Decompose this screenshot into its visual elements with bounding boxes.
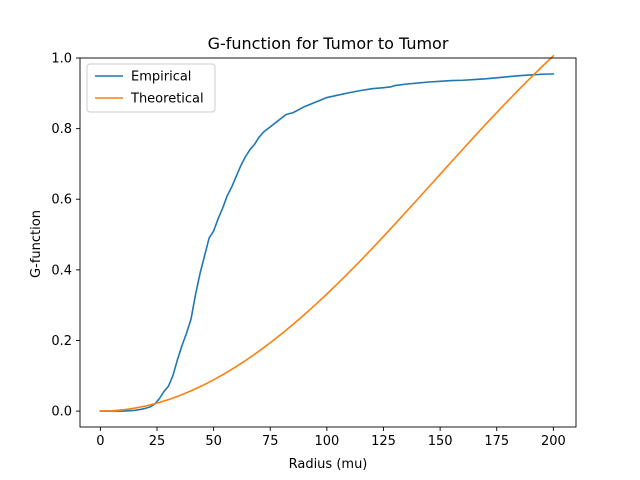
legend-label-empirical: Empirical <box>131 70 191 85</box>
legend-label-theoretical: Theoretical <box>130 92 204 107</box>
x-tick-label: 50 <box>205 434 222 449</box>
x-tick-label: 175 <box>484 434 509 449</box>
x-tick-label: 200 <box>541 434 566 449</box>
series-line-theoretical <box>99 54 555 412</box>
plot-area: 0 25 50 75 100 125 150 175 200 0.0 0.2 0.4 0.6 0.8 1.0 <box>51 52 577 449</box>
axes-frame <box>79 57 577 428</box>
y-tick-label: 0.8 <box>51 122 72 137</box>
x-tick-label: 25 <box>149 434 166 449</box>
y-axis-label: G-function <box>29 210 44 278</box>
chart-title: G-function for Tumor to Tumor <box>208 34 449 53</box>
y-tick-label: 0.2 <box>51 334 72 349</box>
y-tick-label: 1.0 <box>51 52 72 67</box>
series-line-empirical <box>99 73 555 412</box>
x-axis-label: Radius (mu) <box>289 457 368 472</box>
y-tick-label: 0.6 <box>51 193 72 208</box>
y-tick-label: 0.4 <box>51 263 72 278</box>
x-tick-label: 150 <box>428 434 453 449</box>
x-tick-label: 100 <box>314 434 339 449</box>
legend: Empirical Theoretical <box>86 63 216 113</box>
x-tick-label: 75 <box>262 434 279 449</box>
x-tick-label: 0 <box>96 434 104 449</box>
x-tick-label: 125 <box>371 434 396 449</box>
y-tick-label: 0.0 <box>51 405 72 420</box>
